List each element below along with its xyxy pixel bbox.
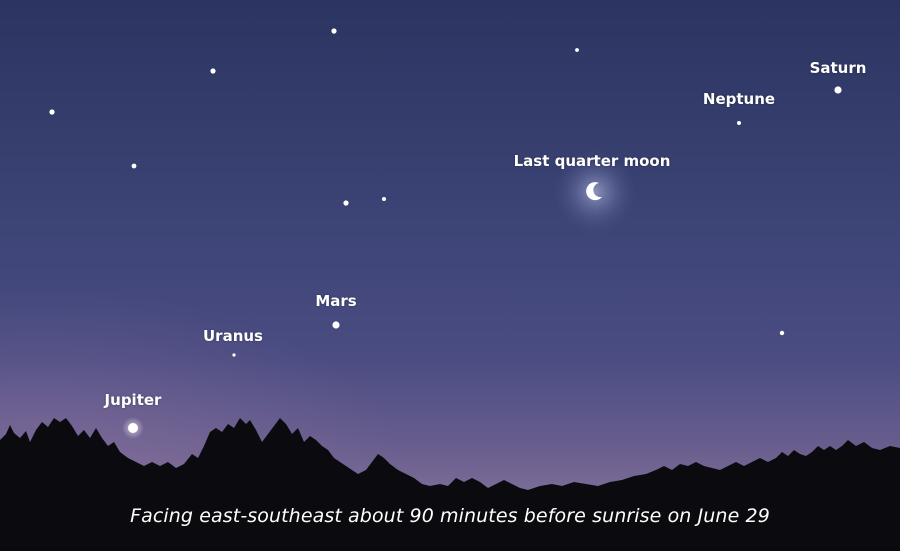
uranus-dot (232, 353, 236, 357)
uranus-label: Uranus (203, 327, 263, 345)
neptune-label: Neptune (702, 90, 776, 108)
saturn-dot (834, 86, 842, 94)
star (49, 109, 55, 115)
star (575, 48, 579, 52)
moon-crescent-icon (586, 182, 602, 201)
jupiter-dot (128, 423, 138, 433)
star (382, 197, 386, 201)
moon-label: Last quarter moon (513, 152, 671, 170)
treeline-silhouette (0, 418, 900, 551)
caption: Facing east-southeast about 90 minutes b… (130, 505, 770, 527)
star (331, 28, 337, 34)
star (210, 68, 216, 74)
mars-dot (332, 321, 340, 329)
star (343, 200, 349, 206)
star (779, 330, 785, 336)
moon-glow (553, 150, 637, 234)
mars-label: Mars (315, 292, 357, 310)
jupiter-label: Jupiter (104, 391, 162, 409)
neptune-dot (737, 121, 741, 125)
saturn-label: Saturn (809, 59, 867, 77)
star (131, 163, 137, 169)
